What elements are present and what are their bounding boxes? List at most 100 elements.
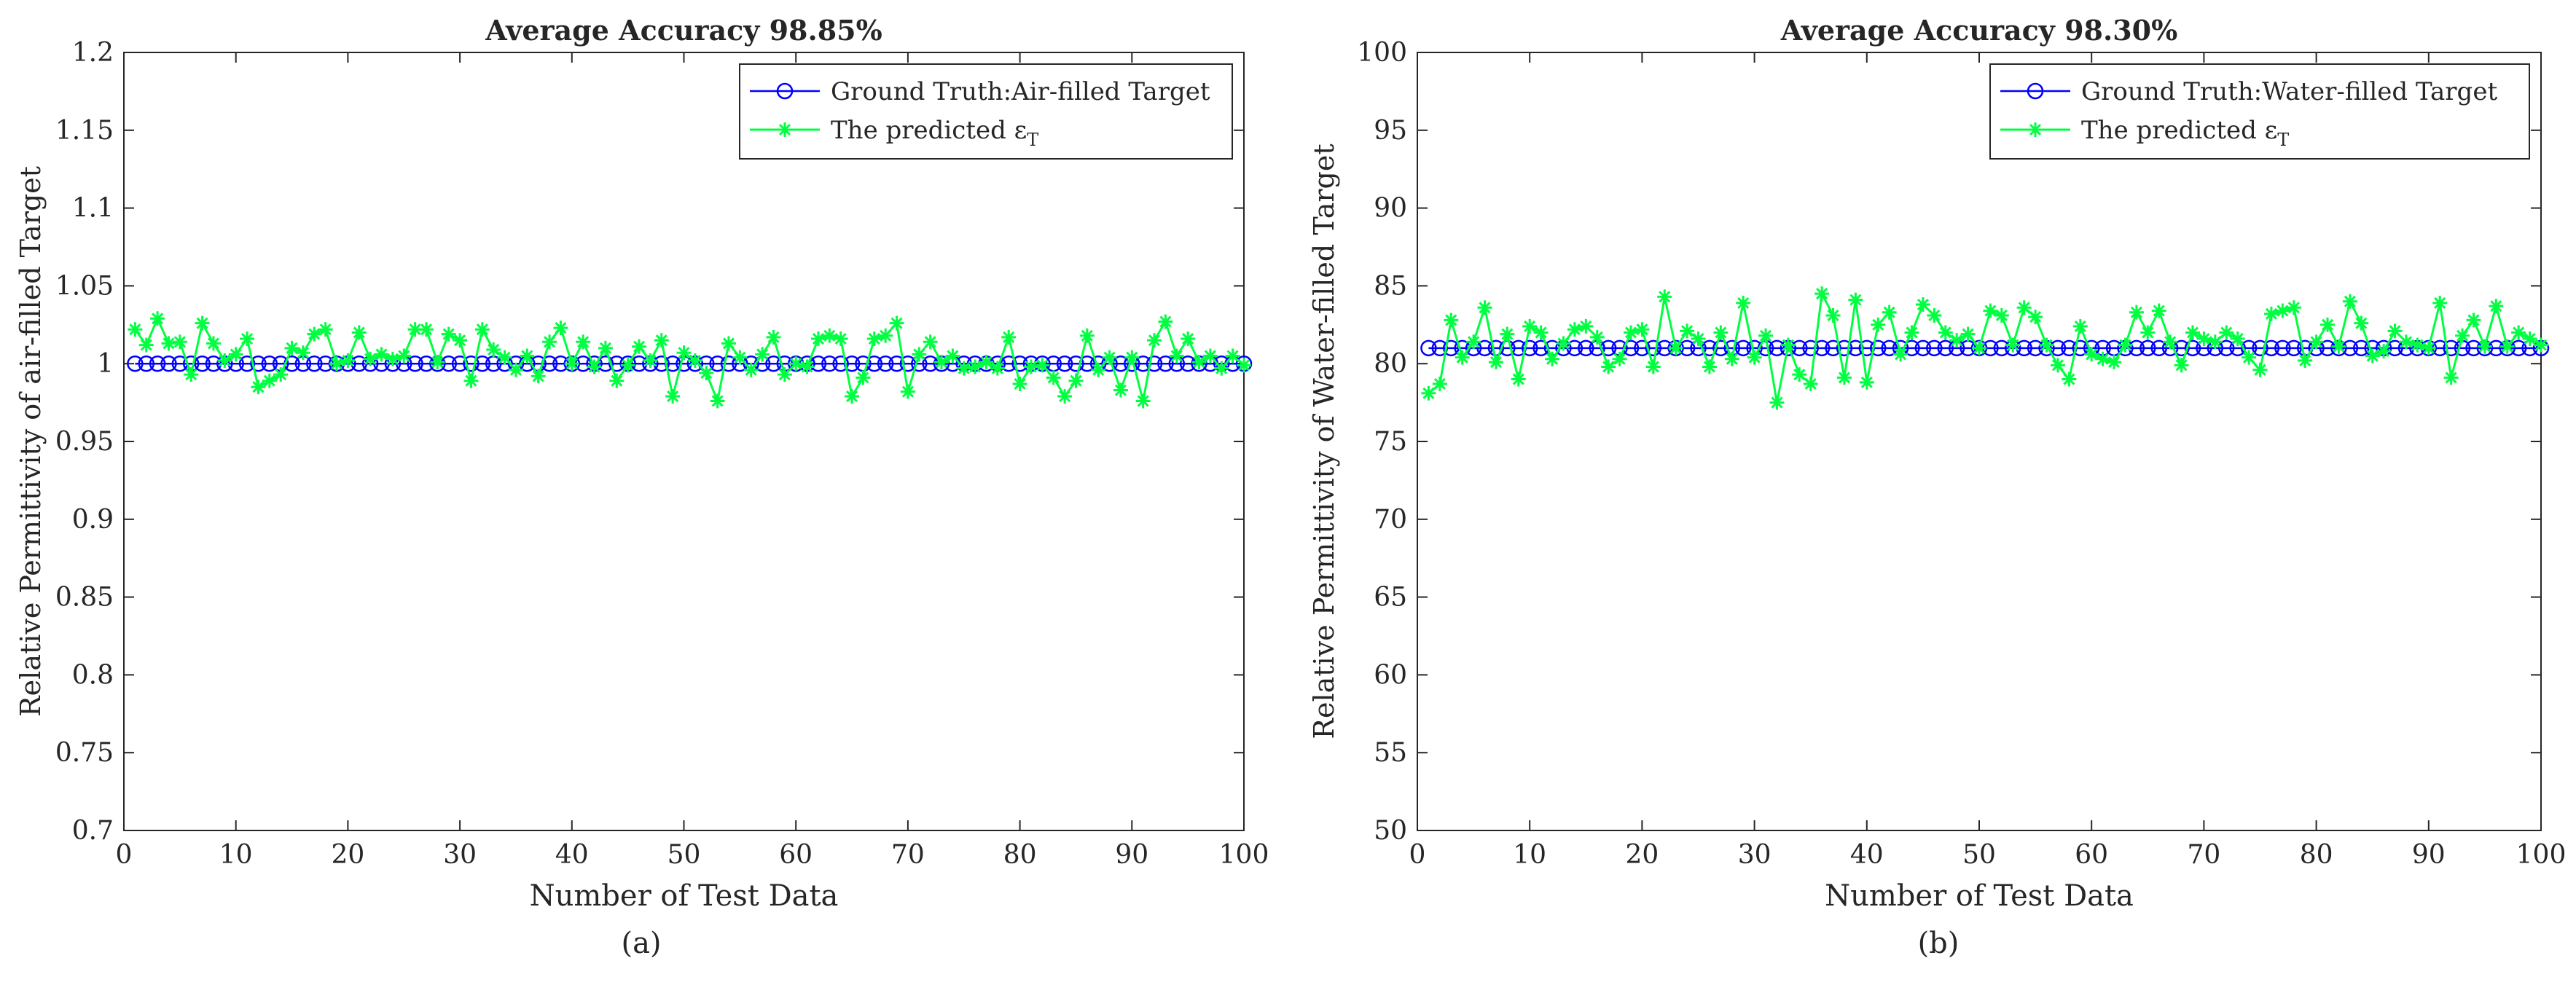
ground-truth-point: [1578, 339, 1594, 357]
legend-swatch-asterisk: [2028, 122, 2043, 137]
predicted-point: [1522, 318, 1538, 334]
predicted-point: [385, 351, 400, 366]
predicted-point: [1068, 373, 1084, 388]
predicted-point: [1444, 313, 1459, 328]
predicted-point-stroke: [1883, 306, 1895, 318]
predicted-point: [1938, 325, 1953, 340]
predicted-point: [2062, 372, 2077, 387]
predicted-point-stroke: [678, 347, 690, 359]
predicted-point: [1237, 358, 1251, 373]
predicted-point-stroke: [1951, 334, 1963, 347]
predicted-point-stroke: [207, 337, 220, 350]
predicted-point: [721, 336, 736, 351]
predicted-point: [643, 353, 658, 368]
predicted-point: [845, 389, 860, 404]
predicted-point: [620, 358, 635, 373]
predicted-point: [251, 380, 266, 395]
predicted-point-stroke: [790, 358, 802, 370]
predicted-point-stroke: [935, 356, 948, 369]
predicted-point: [2466, 313, 2481, 328]
predicted-point-stroke: [1170, 350, 1183, 362]
predicted-point-stroke: [577, 336, 590, 348]
predicted-point-stroke: [980, 356, 993, 369]
y-axis-label: Relative Permittivity of air-filled Targ…: [15, 166, 47, 717]
predicted-point: [1500, 326, 1515, 342]
ground-truth-point: [2319, 339, 2336, 357]
predicted-point: [2298, 353, 2313, 368]
predicted-point-stroke: [476, 323, 488, 336]
predicted-point-stroke: [163, 337, 175, 350]
y-tick-label: 50: [1374, 816, 1407, 846]
predicted-point-stroke: [1557, 337, 1570, 350]
predicted-point: [1225, 348, 1240, 364]
predicted-point: [766, 329, 781, 345]
ground-truth-point: [407, 355, 423, 372]
predicted-point-stroke: [2231, 332, 2244, 345]
predicted-point: [1635, 322, 1650, 337]
y-tick-label: 1.1: [72, 194, 114, 224]
x-tick-label: 70: [2187, 840, 2220, 870]
predicted-point-stroke: [633, 340, 646, 353]
predicted-point-stroke: [1827, 309, 1839, 322]
predicted-point: [497, 350, 512, 365]
predicted-point-stroke: [342, 354, 354, 366]
predicted-point-stroke: [2220, 326, 2233, 339]
predicted-point: [1691, 331, 1706, 347]
x-tick-label: 90: [2412, 840, 2446, 870]
predicted-point-stroke: [2209, 336, 2221, 348]
predicted-point-stroke: [1793, 369, 1806, 381]
ground-truth-point: [1881, 339, 1898, 357]
predicted-point-stroke: [1771, 396, 1783, 409]
predicted-point-stroke: [488, 343, 500, 356]
predicted-point: [2365, 348, 2380, 364]
predicted-point: [1158, 314, 1173, 329]
predicted-point-stroke: [2265, 307, 2277, 320]
y-axis-label: Relative Permittivity of Water-filled Ta…: [1308, 144, 1340, 739]
x-tick-label: 60: [779, 840, 813, 870]
predicted-point-stroke: [2524, 332, 2536, 345]
y-tick-label: 65: [1374, 583, 1407, 613]
predicted-point: [340, 353, 356, 368]
predicted-point-stroke: [1092, 364, 1105, 376]
predicted-point: [1904, 325, 1919, 340]
predicted-point-stroke: [1715, 326, 1727, 339]
predicted-point: [665, 389, 681, 404]
predicted-point-stroke: [2422, 342, 2435, 354]
predicted-point-stroke: [431, 356, 444, 369]
predicted-point-stroke: [2467, 314, 2480, 326]
ground-truth-point: [720, 355, 737, 372]
predicted-point: [1983, 303, 1998, 318]
predicted-point-stroke: [420, 323, 433, 336]
predicted-point-stroke: [611, 374, 623, 387]
predicted-point: [1135, 393, 1151, 409]
predicted-point-stroke: [2456, 329, 2469, 342]
predicted-point-stroke: [1894, 348, 1907, 361]
ground-truth-point: [2072, 339, 2089, 357]
predicted-point-stroke: [655, 334, 668, 347]
legend-label-ground-truth: Ground Truth:Air-filled Target: [831, 77, 1210, 106]
predicted-point-stroke: [880, 329, 892, 342]
predicted-point-stroke: [1126, 351, 1138, 364]
predicted-point: [1893, 347, 1908, 362]
predicted-point-stroke: [599, 342, 611, 354]
predicted-point-stroke: [330, 358, 343, 370]
predicted-point-stroke: [834, 332, 847, 345]
predicted-point-stroke: [2097, 353, 2109, 365]
ground-truth-point: [608, 355, 625, 372]
ground-truth-point: [463, 355, 479, 372]
predicted-point-stroke: [532, 370, 544, 382]
ground-truth-point: [922, 355, 939, 372]
predicted-point: [1915, 297, 1930, 313]
ground-truth-point: [138, 355, 154, 372]
predicted-point: [1421, 385, 1436, 401]
predicted-point-stroke: [319, 323, 332, 336]
predicted-point-stroke: [734, 351, 746, 364]
predicted-point: [1046, 370, 1061, 385]
plot-area: [123, 52, 1245, 831]
plot-area: [1417, 52, 2542, 831]
predicted-point-stroke: [1546, 353, 1559, 365]
predicted-point: [632, 339, 647, 354]
y-tick-label: 0.7: [72, 816, 114, 846]
predicted-point: [240, 331, 255, 347]
panel-caption: (b): [1918, 927, 1960, 960]
